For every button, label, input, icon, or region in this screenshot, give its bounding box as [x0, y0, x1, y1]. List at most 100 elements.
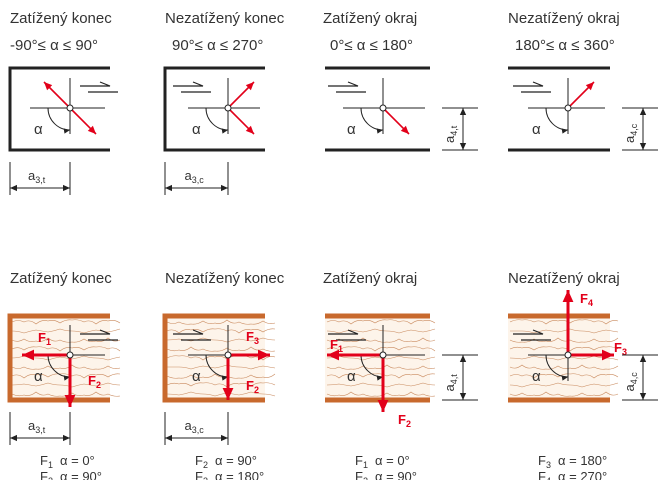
panel-title: Nezatížený okraj: [508, 270, 620, 287]
member-outline: [7, 313, 110, 403]
arrow-head: [221, 128, 228, 134]
label-sub: 1: [46, 337, 51, 347]
arrow-head: [22, 349, 34, 361]
label-base: F: [195, 453, 203, 468]
label-base: a: [28, 418, 36, 433]
wood-grain: [326, 373, 436, 379]
label-sub: 1: [363, 460, 368, 470]
center-point: [66, 351, 74, 359]
wood-grain: [166, 328, 276, 334]
label: F1: [355, 453, 368, 470]
shear-symbol: [80, 81, 118, 93]
arrow-head: [459, 143, 467, 150]
legend-angle: α = 90°: [215, 453, 257, 468]
label: F3: [195, 469, 208, 480]
label-sub: 1: [48, 460, 53, 470]
alpha-label: α: [347, 368, 356, 385]
alpha-label: α: [34, 121, 43, 138]
arrow-head: [221, 375, 228, 381]
arrow-head: [639, 143, 647, 150]
label-sub: 2: [406, 419, 411, 429]
label-sub: 4,c: [629, 123, 639, 136]
label-sub: 2: [48, 476, 53, 480]
alpha-label: α: [347, 121, 356, 138]
label: F1: [38, 330, 51, 347]
arrow-head: [222, 388, 234, 400]
wood-grain: [326, 382, 436, 388]
label: F1: [40, 453, 53, 470]
arrow-head: [459, 355, 467, 362]
wood-grain: [509, 373, 619, 379]
wood-grain: [326, 346, 436, 352]
label-sub: 3,c: [192, 425, 205, 435]
legend-angle: α = 180°: [215, 469, 264, 480]
alpha-arc: [545, 107, 569, 131]
label-sub: 4,c: [629, 372, 639, 385]
alpha-label: α: [532, 121, 541, 138]
arrow-head: [376, 375, 383, 381]
label-sub: 2: [96, 380, 101, 390]
arrow-head: [562, 290, 574, 302]
arrow-head: [221, 434, 228, 442]
wood: [165, 316, 265, 400]
label-base: a: [442, 135, 457, 143]
wood-grain: [509, 337, 619, 343]
shear-symbol: [328, 81, 366, 93]
wood-grain: [11, 373, 121, 379]
label-base: F: [40, 469, 48, 480]
wood-grain: [11, 382, 121, 388]
label-base: F: [330, 337, 338, 352]
arrow-head: [639, 393, 647, 400]
arrow-head: [87, 125, 96, 134]
angle-range: 180°≤ α ≤ 360°: [515, 37, 615, 54]
wood-grain: [166, 346, 276, 352]
wood-grain: [166, 319, 276, 325]
center-point: [564, 351, 572, 359]
wood-grain: [509, 346, 619, 352]
label-base: a: [442, 384, 457, 392]
panel-title: Nezatížený okraj: [508, 10, 620, 27]
wood-grain: [11, 337, 121, 343]
label-base: F: [246, 378, 254, 393]
shear-symbol: [173, 81, 211, 93]
arrow-head: [561, 375, 568, 381]
arrow-head: [459, 393, 467, 400]
wood-grain: [11, 364, 121, 370]
legend-angle: α = 90°: [375, 469, 417, 480]
angle-range: 90°≤ α ≤ 270°: [172, 37, 263, 54]
alpha-label: α: [192, 368, 201, 385]
center-point: [379, 351, 387, 359]
label: a3,c: [185, 418, 205, 435]
arrow-head: [10, 184, 17, 192]
label-sub: 4,t: [449, 125, 459, 136]
panel-title: Zatížený konec: [10, 10, 112, 27]
label: F3: [614, 340, 627, 357]
label-base: F: [195, 469, 203, 480]
label: F4: [538, 469, 551, 480]
label-base: a: [185, 168, 193, 183]
label-base: F: [38, 330, 46, 345]
arrow-head: [10, 434, 17, 442]
label-base: F: [40, 453, 48, 468]
arrow-head: [44, 82, 53, 91]
center-point: [224, 351, 232, 359]
legend-angle: α = 0°: [375, 453, 410, 468]
wood-grain: [326, 319, 436, 325]
arrow-head: [400, 125, 409, 134]
wood-grain: [509, 355, 619, 361]
arrow-head: [376, 128, 383, 134]
label-base: F: [88, 373, 96, 388]
member-outline: [162, 313, 265, 403]
label: F3: [246, 329, 259, 346]
angle-range: 0°≤ α ≤ 180°: [330, 37, 413, 54]
label-sub: 1: [338, 344, 343, 354]
label: F1: [330, 337, 343, 354]
arrow-head: [64, 395, 76, 407]
arrow-head: [377, 400, 389, 412]
center-point: [379, 104, 387, 112]
wood-grain: [509, 364, 619, 370]
wood-grain: [166, 373, 276, 379]
label: a3,c: [185, 168, 205, 185]
shear-symbol: [328, 329, 366, 341]
center-point: [224, 104, 232, 112]
